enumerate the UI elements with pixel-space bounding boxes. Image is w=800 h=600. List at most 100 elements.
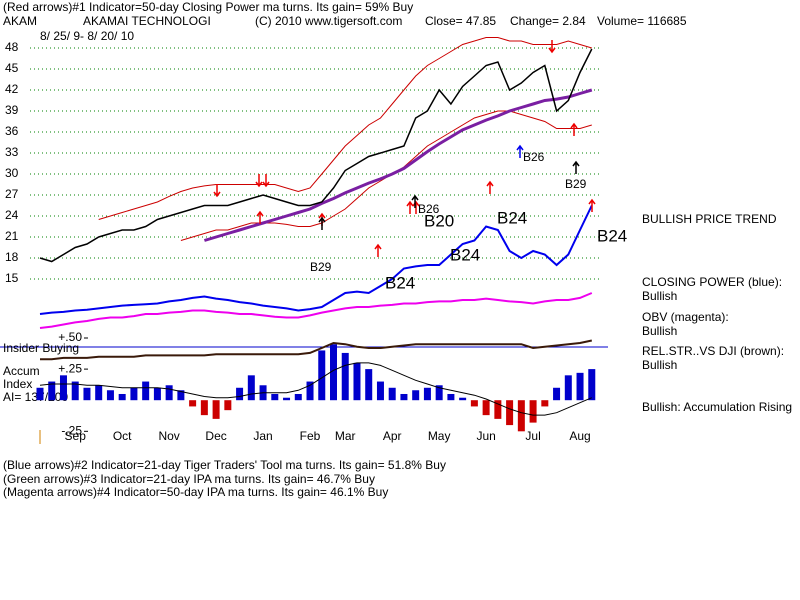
accum-bar [142,381,150,401]
x-tick-label: Apr [383,429,402,443]
series-line [39,205,593,315]
signal-arrow [572,160,580,174]
x-tick-label: Oct [113,429,132,443]
accum-bar [412,390,420,401]
annotation: B20 [424,211,454,230]
accum-bar [236,387,244,401]
accum-bar [59,375,67,401]
cp-label: CLOSING POWER (blue): [642,275,782,289]
accum-bar [400,393,408,401]
accum-state: Bullish: Accumulation Rising [642,400,792,414]
ai-label: AI= 137/200 [3,390,68,404]
y-tick-label: 39 [5,103,19,117]
copyright: (C) 2010 www.tigersoft.com [255,14,402,28]
y-tick-label: 15 [5,271,19,285]
signal-arrow [411,194,419,208]
accum-bar [224,400,232,411]
y-tick-label: +.50 [58,330,82,344]
ticker: AKAM [3,14,37,28]
signal-arrow [256,210,264,224]
annotation: B26 [523,150,545,164]
footer-line: (Magenta arrows)#4 Indicator=50-day IPA … [3,485,388,499]
accum-bar [200,400,208,416]
annotation: B26 [418,202,440,216]
accum-bar [83,387,91,401]
accum-bar [494,400,502,419]
annotation: B29 [565,177,587,191]
annotation: B24 [385,273,415,292]
accum-bar [247,375,255,401]
close: Close= 47.85 [425,14,496,28]
accum-bar [423,387,431,401]
accum-bar [118,393,126,401]
accum-bar [48,381,56,401]
accum-bar [189,400,197,407]
obv-label: OBV (magenta): [642,310,729,324]
accum-bar [177,390,185,401]
series-line [40,339,593,361]
company: AKAMAI TECHNOLOGI [83,14,211,28]
accum-bar [553,387,561,401]
y-tick-label: +.25 [58,361,82,375]
series-line [98,37,592,220]
signal-arrow [516,144,524,158]
accum-bar [330,344,337,401]
accum-bar [294,393,302,401]
x-tick-label: Sep [65,429,87,443]
signal-arrow [374,243,382,257]
annotation: B24 [597,226,627,245]
signal-arrow [588,198,596,212]
y-tick-label: 36 [5,124,19,138]
rs-label: REL.STR..VS DJI (brown): [642,344,784,358]
signal-arrow [213,184,221,198]
accum-bar [130,387,138,401]
y-tick-label: 18 [5,250,19,264]
index-label: Index [3,377,32,391]
y-tick-label: 30 [5,166,19,180]
accum-bar [588,369,596,401]
accum-bar [576,372,584,401]
signal-arrow [548,40,556,54]
signal-arrow [406,200,414,214]
footer-line: (Blue arrows)#2 Indicator=21-day Tiger T… [3,458,446,472]
accum-bar [71,381,79,401]
signal-arrow [486,180,494,194]
y-tick-label: 42 [5,82,19,96]
y-tick-label: -.25 [61,423,82,437]
y-tick-label: 27 [5,187,19,201]
accum-bar [529,400,537,423]
series-line [39,48,593,263]
accum-bar [153,387,161,401]
accum-bar [283,397,291,401]
accum-bar [353,362,361,401]
accum-bar [447,393,455,401]
annotation: B24 [450,245,480,264]
accum-bar [482,400,490,416]
accum-bar [517,400,525,432]
annotation: B29 [310,260,332,274]
insider-label: Insider Buying [3,341,79,355]
trend-label: BULLISH PRICE TREND [642,212,777,226]
x-tick-label: May [428,429,451,443]
y-tick-label: 24 [5,208,19,222]
accum-bar [318,350,326,401]
signal-arrow [570,122,578,136]
accum-bar [365,369,373,401]
y-tick-label: 21 [5,229,19,243]
accum-bar [459,397,467,401]
accum-bar [95,385,103,401]
accum-bar [212,400,220,419]
change: Change= 2.84 [510,14,586,28]
accum-bar [564,375,572,401]
signal-arrow [412,200,420,214]
cp-state: Bullish [642,289,677,303]
x-tick-label: Jul [525,429,540,443]
accum-bar [541,400,549,407]
y-tick-label: 45 [5,61,19,75]
x-tick-label: Aug [569,429,590,443]
x-tick-label: Nov [158,429,179,443]
accum-bar [36,387,44,401]
accum-label: Accum [3,364,40,378]
signal-arrow [318,216,326,230]
